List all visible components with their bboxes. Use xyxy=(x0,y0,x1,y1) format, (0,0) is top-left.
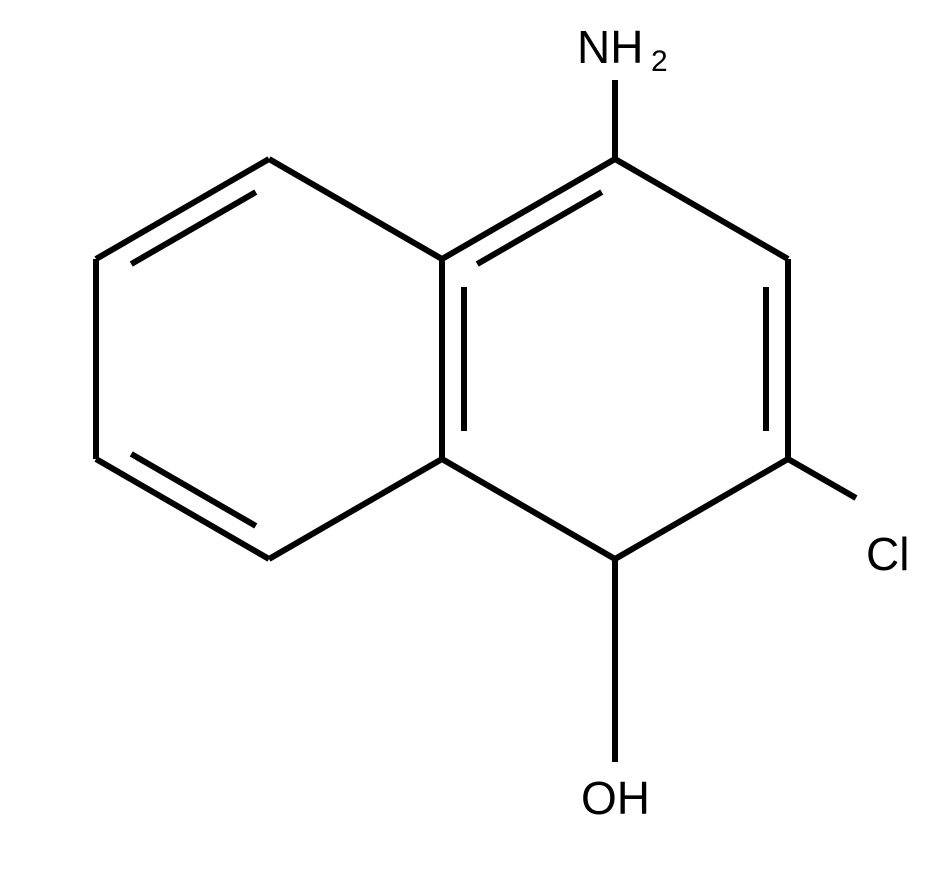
hydroxyl-label: OH xyxy=(581,772,650,824)
bond-line xyxy=(788,459,856,498)
bond-line xyxy=(615,459,788,559)
bond-line xyxy=(269,459,442,559)
bond-line xyxy=(442,459,615,559)
bond-line xyxy=(96,159,269,259)
amino-subscript: 2 xyxy=(651,45,668,78)
chloro-label: Cl xyxy=(866,528,909,580)
bond-line xyxy=(615,159,788,259)
bond-line xyxy=(442,159,615,259)
amino-label: NH xyxy=(577,21,643,73)
molecule-diagram: NH2 Cl OH xyxy=(0,0,928,879)
bond-line xyxy=(96,459,269,559)
bond-line xyxy=(269,159,442,259)
